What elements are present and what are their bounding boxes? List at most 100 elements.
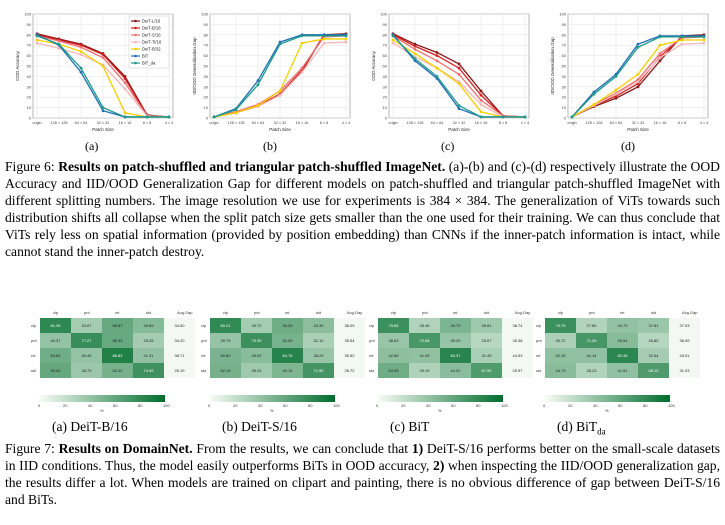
data-point — [479, 115, 483, 119]
y-axis-label: IID/OOD Generalization Gap — [550, 37, 555, 95]
heatmap-cell: 31.43 — [471, 348, 502, 363]
data-point — [592, 103, 596, 106]
heatmap-cell: 45.54 — [607, 333, 638, 348]
data-point — [123, 111, 127, 115]
x-axis-label: Patch Size — [92, 127, 114, 132]
data-point — [322, 34, 326, 38]
column-label: rel — [620, 310, 625, 315]
colorbar-tick: 60 — [283, 403, 288, 408]
colorbar — [378, 395, 503, 402]
y-tick-label: 90 — [27, 22, 32, 27]
data-point — [636, 82, 640, 86]
heatmap-cell: 44.73 — [545, 363, 576, 378]
heatmap-cell: 71.90 — [303, 363, 334, 378]
colorbar-tick: 100 — [163, 403, 170, 408]
data-point — [167, 115, 171, 119]
heatmap-cell: 28.23 — [576, 363, 607, 378]
heatmap-cell: 29.19 — [409, 363, 440, 378]
fig7-text3: when inspecting the IID/OOD generalizati… — [5, 458, 720, 507]
data-point — [570, 115, 574, 119]
heatmap-cell: 36.09 — [334, 318, 365, 333]
x-tick-label: 32 × 32 — [274, 121, 287, 125]
x-tick-label: 8 × 8 — [143, 121, 152, 125]
heatmap-cell: 40.73 — [607, 318, 638, 333]
y-tick-label: 50 — [27, 64, 32, 69]
row-label: rel — [201, 353, 206, 358]
legend-marker — [134, 40, 137, 44]
x-tick-label: 32 × 32 — [632, 121, 645, 125]
x-tick-label: 64 × 64 — [610, 121, 623, 125]
heatmap-cell: 32.64 — [638, 348, 669, 363]
y-tick-label: 60 — [562, 53, 567, 58]
heatmap-cell: 44.93 — [502, 348, 533, 363]
y-tick-label: 90 — [383, 22, 388, 27]
y-tick-label: 90 — [204, 22, 209, 27]
colorbar-tick: 40 — [426, 403, 431, 408]
data-point — [479, 93, 483, 97]
heatmap-cell: 26.80 — [638, 333, 669, 348]
y-tick-label: 60 — [27, 53, 32, 58]
data-point — [479, 89, 483, 93]
heatmap-cell: 75.30 — [241, 333, 272, 348]
legend-label: DeiT-Ti/16 — [142, 40, 162, 45]
y-tick-label: 0 — [206, 116, 209, 121]
data-point — [35, 41, 39, 45]
y-tick-label: 10 — [383, 105, 388, 110]
subfigure-label-b: (b) — [263, 139, 277, 153]
heatmap-cell: 39.79 — [210, 333, 241, 348]
heatmap-cell: 25.19 — [164, 363, 195, 378]
y-tick-label: 40 — [27, 74, 32, 79]
column-label: rel — [285, 310, 290, 315]
x-tick-label: 8 × 8 — [320, 121, 329, 125]
data-point — [278, 40, 282, 44]
colorbar-tick: 0 — [376, 403, 379, 408]
y-axis-label: IID/OOD Generalization Gap — [192, 37, 197, 95]
data-point — [322, 41, 326, 45]
row-label: skt — [201, 368, 207, 373]
heatmap-cell: 71.26 — [576, 333, 607, 348]
data-point — [413, 57, 417, 61]
column-label: rel — [115, 310, 120, 315]
column-label: pnt — [589, 310, 595, 315]
legend-label: DeiT-B/16 — [142, 26, 161, 31]
column-label: clp — [53, 310, 59, 315]
x-tick-label: 32 × 32 — [97, 121, 110, 125]
column-label: skt — [146, 310, 152, 315]
heatmap-cell: 41.14 — [576, 348, 607, 363]
data-point — [680, 35, 684, 39]
x-tick-label: origin — [209, 121, 218, 125]
data-point — [614, 92, 618, 96]
heatmap-label-hm-b: (b) DeiT-S/16 — [222, 419, 297, 434]
y-tick-label: 80 — [562, 32, 567, 37]
column-label: Avg.Gap — [347, 310, 363, 315]
data-point — [702, 35, 706, 39]
data-point — [479, 110, 483, 114]
data-point — [79, 70, 83, 74]
data-point — [457, 82, 461, 86]
data-point — [413, 47, 417, 51]
data-point — [636, 80, 640, 83]
data-point — [413, 52, 417, 55]
x-tick-label: 4 × 4 — [521, 121, 530, 125]
subfigure-label-c: (c) — [441, 139, 455, 153]
row-label: rel — [369, 353, 374, 358]
y-tick-label: 90 — [562, 22, 567, 27]
data-point — [35, 34, 39, 38]
legend-label: DeiT-L/16 — [142, 19, 161, 24]
data-point — [592, 92, 596, 96]
data-point — [435, 54, 439, 57]
y-tick-label: 30 — [27, 84, 32, 89]
heatmap-cell: 30.72 — [545, 333, 576, 348]
data-point — [101, 109, 105, 113]
data-point — [256, 104, 260, 107]
figure-7-caption: Figure 7: Results on DomainNet. From the… — [5, 440, 720, 508]
colorbar-tick: 80 — [643, 403, 648, 408]
x-tick-label: 16 × 16 — [296, 121, 309, 125]
data-point — [614, 96, 618, 100]
x-tick-label: 16 × 16 — [119, 121, 132, 125]
colorbar-tick: 40 — [258, 403, 263, 408]
subfigure-label-a: (a) — [85, 139, 99, 153]
heatmap-cell: 39.20 — [440, 333, 471, 348]
data-point — [344, 34, 348, 38]
heatmap-cell: 43.01 — [669, 348, 700, 363]
